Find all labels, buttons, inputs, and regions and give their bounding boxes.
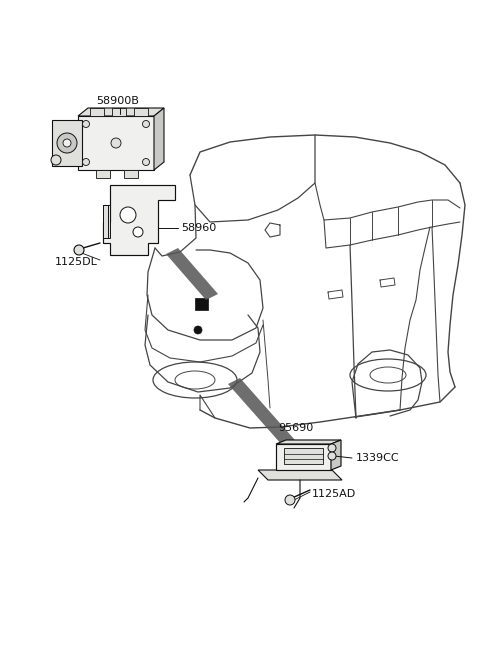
Circle shape	[83, 121, 89, 128]
Circle shape	[83, 159, 89, 166]
Circle shape	[133, 227, 143, 237]
Polygon shape	[112, 108, 126, 116]
Circle shape	[74, 245, 84, 255]
Polygon shape	[195, 298, 208, 310]
Polygon shape	[52, 120, 82, 166]
Circle shape	[194, 326, 202, 334]
Polygon shape	[78, 108, 164, 116]
Circle shape	[120, 207, 136, 223]
Polygon shape	[124, 170, 138, 178]
Circle shape	[328, 452, 336, 460]
Polygon shape	[103, 185, 175, 255]
Polygon shape	[154, 108, 164, 170]
Polygon shape	[276, 440, 341, 444]
Circle shape	[143, 121, 149, 128]
Polygon shape	[258, 470, 342, 480]
Polygon shape	[145, 135, 465, 417]
Text: 1125AD: 1125AD	[312, 489, 356, 499]
Circle shape	[328, 444, 336, 452]
Text: 95690: 95690	[278, 423, 313, 433]
Polygon shape	[90, 108, 104, 116]
Text: 58960: 58960	[181, 223, 216, 233]
Polygon shape	[134, 108, 148, 116]
Text: 58900B: 58900B	[96, 96, 139, 106]
Polygon shape	[284, 448, 323, 464]
Text: 1339CC: 1339CC	[356, 453, 400, 463]
Circle shape	[143, 159, 149, 166]
Polygon shape	[228, 378, 302, 454]
Polygon shape	[331, 440, 341, 470]
Circle shape	[111, 138, 121, 148]
Circle shape	[63, 139, 71, 147]
Circle shape	[51, 155, 61, 165]
Circle shape	[285, 495, 295, 505]
Polygon shape	[166, 248, 218, 300]
Polygon shape	[103, 205, 108, 238]
Polygon shape	[78, 116, 154, 170]
Polygon shape	[103, 205, 110, 238]
Text: 1125DL: 1125DL	[55, 257, 98, 267]
Polygon shape	[96, 170, 110, 178]
Polygon shape	[276, 444, 331, 470]
Circle shape	[57, 133, 77, 153]
